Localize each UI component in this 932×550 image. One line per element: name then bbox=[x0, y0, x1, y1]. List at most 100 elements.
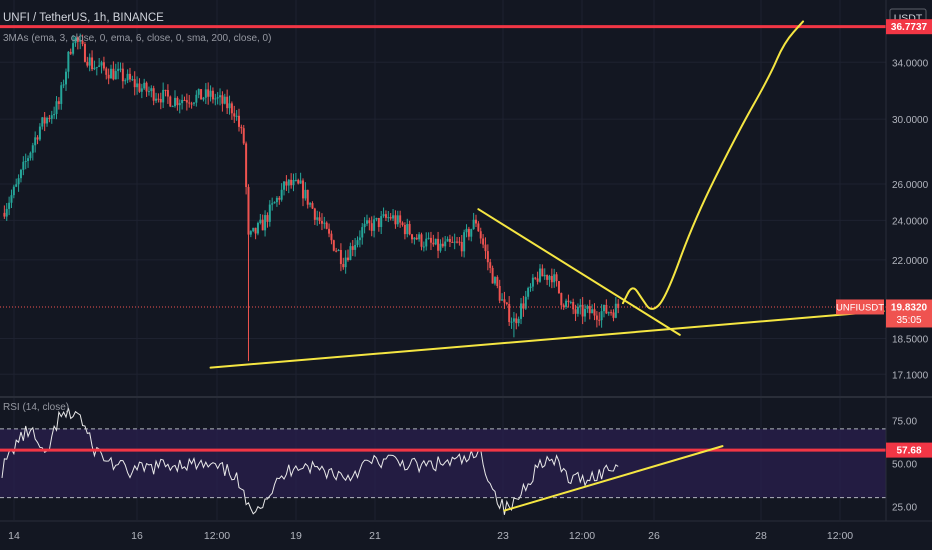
candle-body bbox=[508, 304, 511, 323]
rsi-value-tag[interactable]: 57.68 bbox=[886, 442, 932, 458]
candle-body bbox=[197, 89, 200, 95]
candle-body bbox=[347, 257, 350, 261]
rsi-axis[interactable]: 75.00 50.00 25.00 bbox=[892, 416, 917, 513]
candle-body bbox=[264, 215, 267, 231]
candle-body bbox=[41, 117, 44, 127]
candle-body bbox=[541, 268, 544, 277]
candle-body bbox=[162, 89, 165, 103]
candle-body bbox=[178, 103, 181, 106]
ascending-trendline[interactable] bbox=[209, 310, 885, 369]
candle-body bbox=[425, 238, 428, 247]
candle-body bbox=[254, 227, 257, 234]
candle-body bbox=[147, 91, 150, 93]
candle-body bbox=[477, 223, 480, 232]
time-axis[interactable]: 14 16 12:00 19 21 23 12:00 26 28 12:00 bbox=[8, 530, 853, 542]
rsi-legend[interactable]: RSI (14, close) bbox=[3, 402, 69, 413]
projection-curve[interactable] bbox=[621, 20, 805, 310]
rsi-line[interactable] bbox=[1, 407, 619, 515]
candle-body bbox=[330, 233, 333, 241]
candle-body bbox=[107, 74, 110, 79]
candle-body bbox=[572, 301, 575, 310]
candle-body bbox=[299, 180, 302, 184]
candle-body bbox=[505, 302, 508, 305]
candle-body bbox=[114, 71, 117, 80]
candle-body bbox=[342, 264, 345, 268]
candle-body bbox=[463, 232, 466, 252]
candle-body bbox=[415, 237, 418, 240]
descending-trendline[interactable] bbox=[477, 208, 681, 336]
price-tick-label: 26.0000 bbox=[892, 180, 929, 191]
candle-body bbox=[133, 79, 136, 88]
price-drawings[interactable] bbox=[209, 20, 885, 369]
indicator-legend[interactable]: 3MAs (ema, 3, close, 0, ema, 6, close, 0… bbox=[3, 33, 271, 44]
time-tick-label: 16 bbox=[131, 530, 143, 542]
price-axis[interactable]: 34.0000 30.0000 26.0000 24.0000 22.0000 18.50… bbox=[892, 58, 929, 381]
price-grid bbox=[0, 0, 886, 396]
candle-body bbox=[48, 117, 51, 119]
candle-body bbox=[79, 40, 82, 42]
candle-body bbox=[593, 309, 596, 316]
candle-body bbox=[584, 308, 587, 317]
candle-body bbox=[188, 102, 191, 104]
candle-body bbox=[143, 82, 146, 89]
candle-body bbox=[565, 300, 568, 307]
candle-body bbox=[226, 96, 229, 109]
candle-body bbox=[275, 197, 278, 203]
candle-body bbox=[493, 277, 496, 284]
candle-body bbox=[349, 246, 352, 261]
candle-body bbox=[576, 306, 579, 314]
candle-body bbox=[207, 89, 210, 97]
candle-body bbox=[176, 97, 179, 106]
rsi-value-tag-label: 57.68 bbox=[896, 446, 921, 457]
candle-body bbox=[344, 257, 347, 268]
candle-body bbox=[610, 312, 613, 314]
candle-body bbox=[602, 304, 605, 312]
candle-body bbox=[10, 195, 13, 203]
candle-body bbox=[557, 281, 560, 294]
candlestick-series[interactable] bbox=[3, 33, 620, 362]
price-tick-label: 24.0000 bbox=[892, 216, 929, 227]
price-tick-label: 30.0000 bbox=[892, 115, 929, 126]
candle-body bbox=[83, 43, 86, 62]
candle-body bbox=[520, 303, 523, 319]
candle-body bbox=[204, 89, 207, 98]
resistance-price-tag[interactable]: 36.7737 bbox=[886, 19, 932, 35]
candle-body bbox=[242, 128, 245, 144]
candle-body bbox=[429, 237, 432, 243]
candle-body bbox=[501, 299, 504, 301]
rsi-trendline[interactable] bbox=[503, 445, 724, 512]
candle-body bbox=[181, 99, 184, 104]
symbol-title[interactable]: UNFI / TetherUS, 1h, BINANCE bbox=[3, 12, 164, 24]
candle-body bbox=[228, 103, 231, 109]
last-price-tag[interactable]: 19.8320 35:05 bbox=[886, 299, 932, 328]
candle-body bbox=[598, 319, 601, 321]
rsi-tick-label: 50.00 bbox=[892, 459, 917, 470]
candle-body bbox=[283, 181, 286, 190]
candle-body bbox=[43, 117, 46, 124]
candle-body bbox=[380, 216, 383, 227]
candle-body bbox=[451, 241, 454, 243]
candle-body bbox=[354, 244, 357, 250]
candle-body bbox=[216, 97, 219, 99]
candle-body bbox=[105, 68, 108, 75]
candle-body bbox=[313, 208, 316, 220]
candle-body bbox=[117, 68, 120, 72]
symbol-tag[interactable]: UNFIUSDT bbox=[836, 299, 884, 315]
candle-body bbox=[261, 219, 264, 231]
candle-body bbox=[337, 249, 340, 251]
candle-body bbox=[453, 241, 456, 243]
candle-body bbox=[368, 220, 371, 224]
candle-body bbox=[439, 243, 442, 251]
candle-body bbox=[124, 80, 127, 82]
rsi-drawings[interactable] bbox=[503, 445, 724, 512]
candle-body bbox=[136, 83, 139, 88]
candle-body bbox=[64, 71, 67, 85]
candle-body bbox=[214, 98, 217, 100]
candle-body bbox=[22, 161, 25, 170]
candle-body bbox=[370, 223, 373, 231]
candle-body bbox=[465, 228, 468, 233]
candle-body bbox=[543, 274, 546, 277]
candle-body bbox=[406, 224, 409, 235]
candle-body bbox=[512, 318, 515, 322]
